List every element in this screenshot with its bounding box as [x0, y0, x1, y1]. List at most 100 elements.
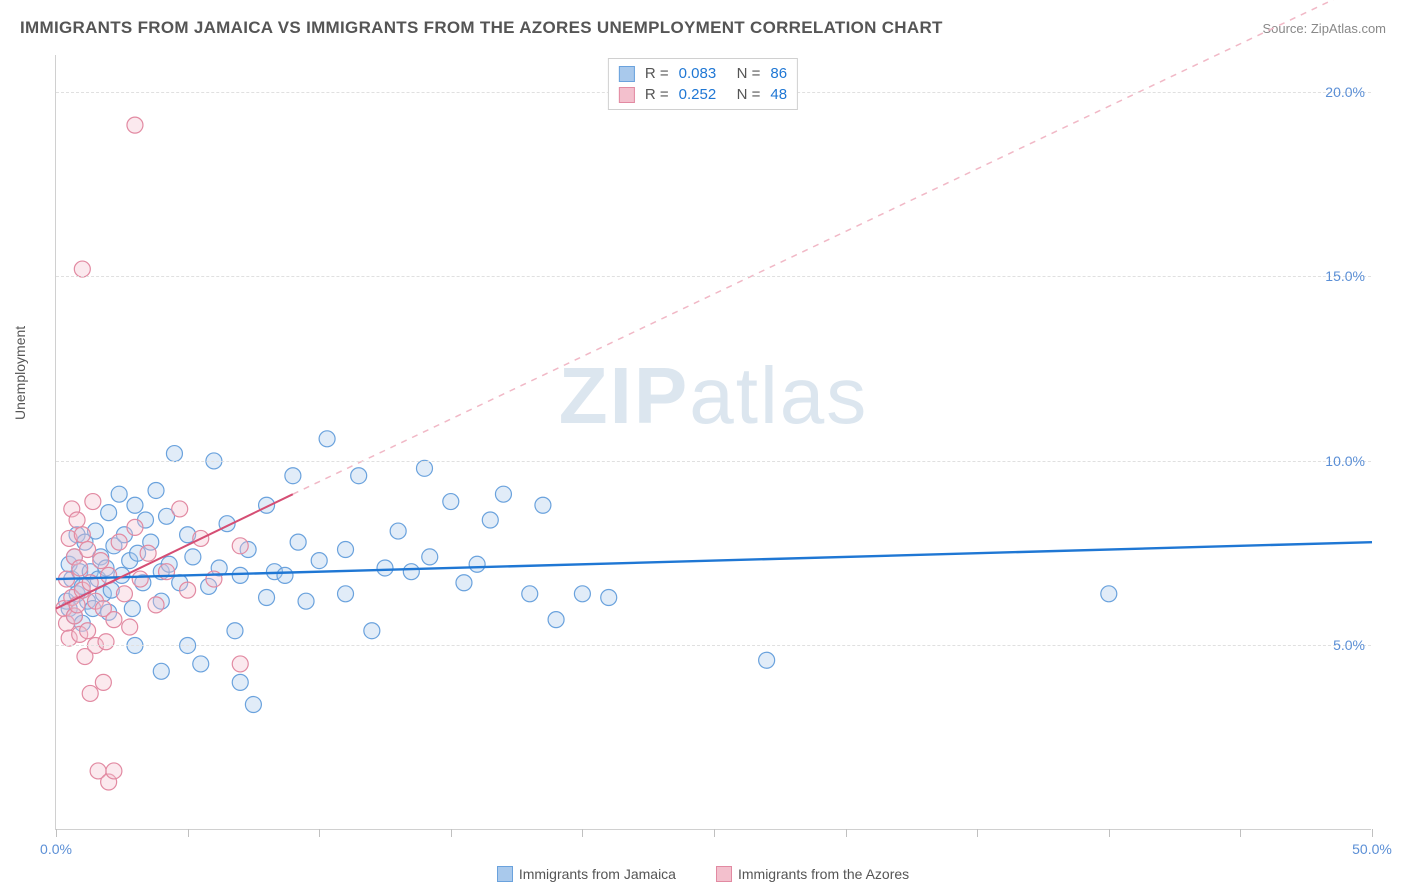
- gridline: [56, 461, 1371, 462]
- stat-r-label: R =: [645, 65, 669, 82]
- legend-item: Immigrants from the Azores: [716, 866, 909, 882]
- data-point: [232, 538, 248, 554]
- x-tick: [714, 829, 715, 837]
- data-point: [277, 567, 293, 583]
- data-point: [80, 623, 96, 639]
- data-point: [93, 553, 109, 569]
- data-point: [338, 586, 354, 602]
- legend-swatch: [716, 866, 732, 882]
- legend-label: Immigrants from the Azores: [738, 866, 909, 882]
- data-point: [95, 674, 111, 690]
- x-tick: [582, 829, 583, 837]
- title-bar: IMMIGRANTS FROM JAMAICA VS IMMIGRANTS FR…: [20, 18, 1386, 38]
- stat-n-value: 86: [770, 65, 787, 82]
- stat-n-label: N =: [737, 65, 761, 82]
- data-point: [364, 623, 380, 639]
- data-point: [232, 656, 248, 672]
- data-point: [106, 763, 122, 779]
- data-point: [232, 674, 248, 690]
- data-point: [74, 527, 90, 543]
- data-point: [232, 567, 248, 583]
- plot-svg: [56, 55, 1372, 830]
- data-point: [166, 446, 182, 462]
- legend-item: Immigrants from Jamaica: [497, 866, 676, 882]
- data-point: [153, 663, 169, 679]
- data-point: [85, 494, 101, 510]
- x-tick: [1109, 829, 1110, 837]
- data-point: [148, 482, 164, 498]
- data-point: [116, 586, 132, 602]
- trendline-azores-dashed: [293, 0, 1372, 494]
- legend-swatch: [619, 66, 635, 82]
- x-tick: [977, 829, 978, 837]
- data-point: [111, 534, 127, 550]
- legend-label: Immigrants from Jamaica: [519, 866, 676, 882]
- data-point: [227, 623, 243, 639]
- x-tick: [188, 829, 189, 837]
- data-point: [298, 593, 314, 609]
- data-point: [456, 575, 472, 591]
- data-point: [285, 468, 301, 484]
- data-point: [259, 590, 275, 606]
- data-point: [548, 612, 564, 628]
- x-tick: [451, 829, 452, 837]
- data-point: [72, 560, 88, 576]
- data-point: [132, 571, 148, 587]
- legend-swatch: [619, 87, 635, 103]
- data-point: [469, 556, 485, 572]
- stat-n-label: N =: [737, 86, 761, 103]
- data-point: [127, 519, 143, 535]
- data-point: [127, 117, 143, 133]
- data-point: [80, 542, 96, 558]
- gridline: [56, 645, 1371, 646]
- data-point: [124, 601, 140, 617]
- source-label: Source: ZipAtlas.com: [1262, 21, 1386, 36]
- data-point: [574, 586, 590, 602]
- x-tick-label: 0.0%: [40, 841, 72, 857]
- data-point: [338, 542, 354, 558]
- y-tick-label: 10.0%: [1325, 453, 1365, 469]
- data-point: [193, 656, 209, 672]
- data-point: [180, 582, 196, 598]
- data-point: [422, 549, 438, 565]
- data-point: [148, 597, 164, 613]
- y-tick-label: 20.0%: [1325, 84, 1365, 100]
- data-point: [82, 685, 98, 701]
- x-tick: [1372, 829, 1373, 837]
- stat-n-value: 48: [770, 86, 787, 103]
- x-tick: [1240, 829, 1241, 837]
- data-point: [122, 619, 138, 635]
- x-tick: [56, 829, 57, 837]
- correlation-stats-box: R =0.083N =86R =0.252N =48: [608, 58, 798, 110]
- data-point: [290, 534, 306, 550]
- data-point: [311, 553, 327, 569]
- stats-row: R =0.083N =86: [619, 63, 787, 84]
- data-point: [443, 494, 459, 510]
- x-tick: [846, 829, 847, 837]
- y-tick-label: 15.0%: [1325, 268, 1365, 284]
- y-tick-label: 5.0%: [1333, 637, 1365, 653]
- data-point: [245, 697, 261, 713]
- data-point: [495, 486, 511, 502]
- data-point: [69, 512, 85, 528]
- data-point: [127, 497, 143, 513]
- data-point: [111, 486, 127, 502]
- stats-row: R =0.252N =48: [619, 84, 787, 105]
- data-point: [1101, 586, 1117, 602]
- data-point: [101, 505, 117, 521]
- data-point: [74, 261, 90, 277]
- x-tick-label: 50.0%: [1352, 841, 1392, 857]
- data-point: [351, 468, 367, 484]
- data-point: [319, 431, 335, 447]
- bottom-legend: Immigrants from Jamaica Immigrants from t…: [0, 866, 1406, 882]
- data-point: [482, 512, 498, 528]
- x-tick: [319, 829, 320, 837]
- legend-swatch: [497, 866, 513, 882]
- data-point: [140, 545, 156, 561]
- data-point: [377, 560, 393, 576]
- y-axis-label: Unemployment: [12, 326, 28, 420]
- data-point: [535, 497, 551, 513]
- data-point: [601, 590, 617, 606]
- gridline: [56, 276, 1371, 277]
- data-point: [403, 564, 419, 580]
